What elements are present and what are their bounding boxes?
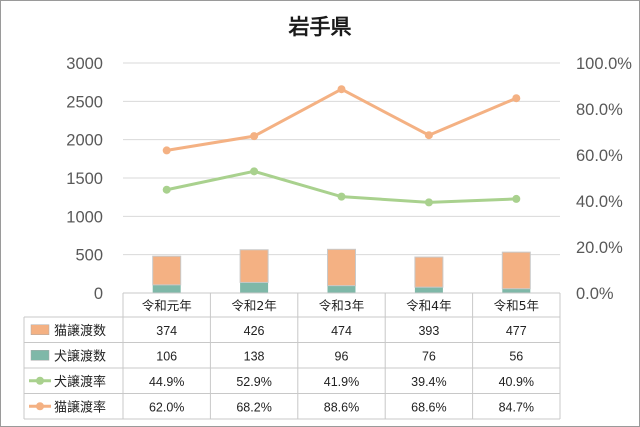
table-cell-value: 393 — [418, 324, 439, 338]
legend-key-marker — [36, 402, 44, 411]
category-label: 令和2年 — [231, 298, 276, 313]
legend-key-bar — [30, 324, 50, 335]
series-point — [512, 94, 521, 103]
bar-cat-adoptions — [501, 251, 531, 290]
series-point — [250, 132, 259, 141]
legend-label: 猫譲渡率 — [54, 399, 106, 415]
table-cell-value: 56 — [509, 349, 523, 363]
y-left-tick-label: 1000 — [66, 208, 103, 226]
series-point — [424, 198, 433, 207]
bar-dog-adoptions — [502, 288, 531, 293]
y-left-tick-label: 2500 — [66, 93, 103, 111]
series-point — [337, 85, 346, 94]
category-label: 令和3年 — [319, 298, 364, 313]
series-line — [166, 87, 517, 152]
table-cell-value: 68.6% — [411, 400, 446, 414]
table-cell-value: 84.7% — [499, 400, 534, 414]
y-right-tick-label: 40.0% — [576, 193, 623, 211]
y-left-tick-label: 0 — [94, 285, 103, 303]
category-label: 令和元年 — [142, 298, 192, 313]
table-cell-value: 88.6% — [324, 400, 359, 414]
table-cell-value: 52.9% — [236, 375, 271, 389]
category-label: 令和5年 — [494, 298, 539, 313]
legend-key-bar — [30, 350, 50, 361]
legend-key-marker — [36, 376, 44, 385]
y-left-tick-label: 500 — [75, 247, 103, 265]
series-point — [162, 146, 171, 155]
table-cell-value: 44.9% — [149, 375, 184, 389]
table-cell-value: 76 — [422, 349, 436, 363]
table-cell-value: 426 — [244, 324, 265, 338]
legend-label: 猫譲渡数 — [54, 323, 106, 339]
table-cell-value: 68.2% — [236, 400, 271, 414]
table-cell-value: 138 — [244, 349, 265, 363]
series-point — [512, 194, 521, 203]
y-right-tick-label: 20.0% — [576, 239, 623, 257]
table-cell-value: 477 — [506, 324, 527, 338]
y-right-tick-label: 0.0% — [576, 285, 614, 303]
series-point — [424, 131, 433, 140]
series-point — [162, 185, 171, 194]
y-right-tick-label: 100.0% — [576, 55, 632, 73]
bar-dog-adoptions — [327, 285, 356, 293]
legend-label: 犬譲渡数 — [54, 348, 106, 364]
table-cell-value: 41.9% — [324, 375, 359, 389]
bar-cat-adoptions — [152, 255, 182, 286]
bar-cat-adoptions — [327, 248, 356, 287]
bar-cat-adoptions — [239, 249, 269, 283]
legend-label: 犬譲渡率 — [54, 374, 106, 390]
table-cell-value: 40.9% — [499, 375, 534, 389]
bar-dog-adoptions — [240, 282, 269, 293]
category-label: 令和4年 — [406, 298, 451, 313]
chart-title: 岩手県 — [288, 15, 352, 39]
y-right-tick-label: 80.0% — [576, 101, 623, 119]
y-left-tick-label: 2000 — [66, 132, 103, 150]
y-left-tick-label: 1500 — [66, 170, 103, 188]
series-point — [337, 192, 346, 201]
table-cell-value: 106 — [156, 349, 177, 363]
y-right-tick-label: 60.0% — [576, 147, 623, 165]
y-left-tick-label: 3000 — [66, 55, 103, 73]
table-cell-value: 39.4% — [411, 375, 446, 389]
series-point — [250, 167, 259, 176]
table-cell-value: 374 — [156, 324, 177, 338]
bar-dog-adoptions — [414, 287, 443, 293]
bar-cat-adoptions — [414, 256, 444, 288]
table-cell-value: 96 — [335, 349, 349, 363]
table-cell-value: 62.0% — [149, 400, 184, 414]
bar-dog-adoptions — [152, 284, 181, 293]
table-cell-value: 474 — [331, 324, 352, 338]
